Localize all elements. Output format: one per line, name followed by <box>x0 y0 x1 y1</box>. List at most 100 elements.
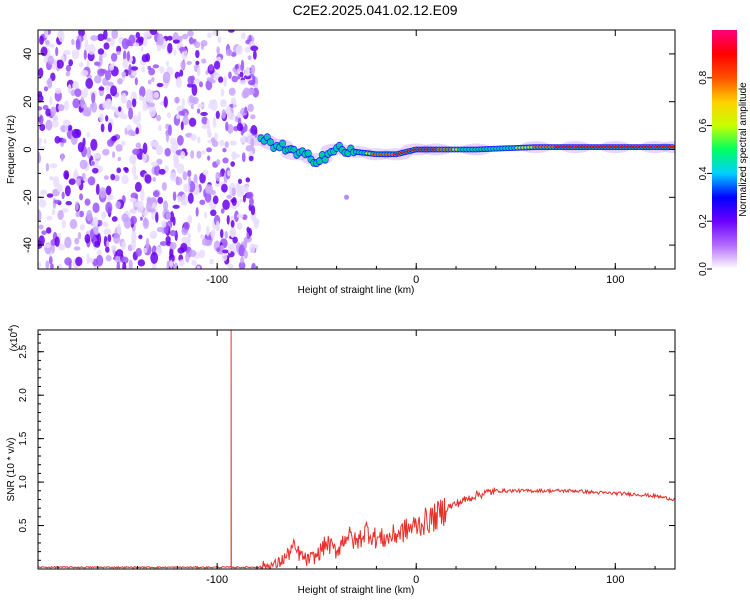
noise-blob <box>113 232 121 244</box>
noise-blob <box>72 82 78 90</box>
noise-blob <box>89 103 95 110</box>
noise-blob <box>111 151 116 159</box>
noise-blob <box>110 173 116 181</box>
noise-blob <box>107 196 112 202</box>
noise-blob <box>115 144 123 152</box>
noise-blob <box>130 215 137 225</box>
noise-blob <box>193 78 201 84</box>
noise-blob <box>106 98 113 109</box>
noise-blob <box>150 251 159 264</box>
noise-blob <box>122 58 129 69</box>
noise-blob <box>38 209 42 222</box>
noise-blob <box>65 71 70 77</box>
noise-blob <box>114 174 120 182</box>
noise-blob <box>199 172 206 184</box>
noise-blob <box>141 66 145 73</box>
snr-frame <box>37 329 676 570</box>
noise-blob <box>68 178 76 185</box>
noise-blob <box>46 215 53 221</box>
noise-blob <box>222 157 229 164</box>
noise-blob <box>90 139 98 151</box>
noise-blob <box>132 114 139 125</box>
noise-blob <box>63 170 70 180</box>
noise-blob <box>150 140 155 147</box>
x-tick-label: 100 <box>606 574 624 586</box>
noise-blob <box>228 186 232 198</box>
noise-blob <box>49 96 53 106</box>
noise-blob <box>200 42 204 51</box>
noise-blob <box>41 230 47 235</box>
noise-blob <box>232 236 238 244</box>
noise-blob <box>116 167 122 174</box>
noise-blob <box>55 46 59 57</box>
noise-blob <box>38 235 45 246</box>
noise-blob <box>141 54 149 63</box>
noise-blob <box>102 221 109 228</box>
noise-blob <box>130 66 139 71</box>
noise-blob <box>229 140 237 146</box>
noise-blob <box>38 224 44 230</box>
noise-blob <box>103 175 109 180</box>
noise-blob <box>116 45 122 54</box>
noise-blob <box>107 122 113 133</box>
noise-blob <box>174 97 180 104</box>
noise-blob <box>181 200 186 206</box>
noise-blob <box>250 125 258 136</box>
noise-blob <box>75 38 81 50</box>
noise-blob <box>38 261 42 269</box>
noise-blob <box>73 246 81 251</box>
noise-blob <box>244 46 251 53</box>
noise-blob <box>236 213 244 219</box>
noise-blob <box>249 197 254 207</box>
noise-blob <box>149 30 158 36</box>
noise-blob <box>76 177 82 187</box>
noise-blob <box>175 76 182 88</box>
noise-blob <box>218 76 224 83</box>
noise-blob <box>126 99 132 110</box>
noise-blob <box>231 187 236 197</box>
noise-blob <box>155 145 163 156</box>
noise-blob <box>75 256 83 267</box>
noise-blob <box>187 214 193 224</box>
noise-blob <box>106 240 110 248</box>
noise-blob <box>175 176 183 186</box>
noise-blob <box>179 69 184 77</box>
noise-blob <box>203 212 208 219</box>
noise-blob <box>145 237 150 250</box>
noise-blob <box>135 127 140 135</box>
noise-blob <box>100 123 105 133</box>
noise-blob <box>96 254 104 267</box>
noise-blob <box>200 234 205 239</box>
noise-blob <box>181 33 189 40</box>
chart-title: C2E2.2025.041.02.12.E09 <box>292 2 458 18</box>
noise-blob <box>71 128 80 139</box>
noise-blob <box>217 35 222 44</box>
noise-blob <box>243 238 248 249</box>
noise-blob <box>228 112 235 121</box>
noise-blob <box>180 151 186 160</box>
noise-blob <box>234 210 239 223</box>
noise-blob <box>122 50 127 61</box>
noise-blob <box>45 260 50 269</box>
noise-blob <box>220 208 225 214</box>
noise-blob <box>200 111 208 117</box>
noise-blob <box>71 49 80 60</box>
noise-blob <box>187 75 194 85</box>
noise-blob <box>140 46 144 52</box>
noise-blob <box>182 171 188 181</box>
noise-blob <box>132 164 137 177</box>
noise-blob <box>74 88 82 97</box>
noise-blob <box>226 170 231 177</box>
noise-blob <box>53 199 61 204</box>
noise-blob <box>121 174 129 185</box>
noise-blob <box>215 110 220 120</box>
noise-blob <box>99 187 107 199</box>
noise-blob <box>222 147 227 153</box>
noise-blob <box>195 207 199 217</box>
noise-blob <box>216 247 221 252</box>
noise-blob <box>150 161 159 167</box>
noise-blob <box>216 159 221 166</box>
noise-blob <box>205 70 209 75</box>
noise-blob <box>209 99 217 105</box>
noise-blob <box>107 138 114 147</box>
